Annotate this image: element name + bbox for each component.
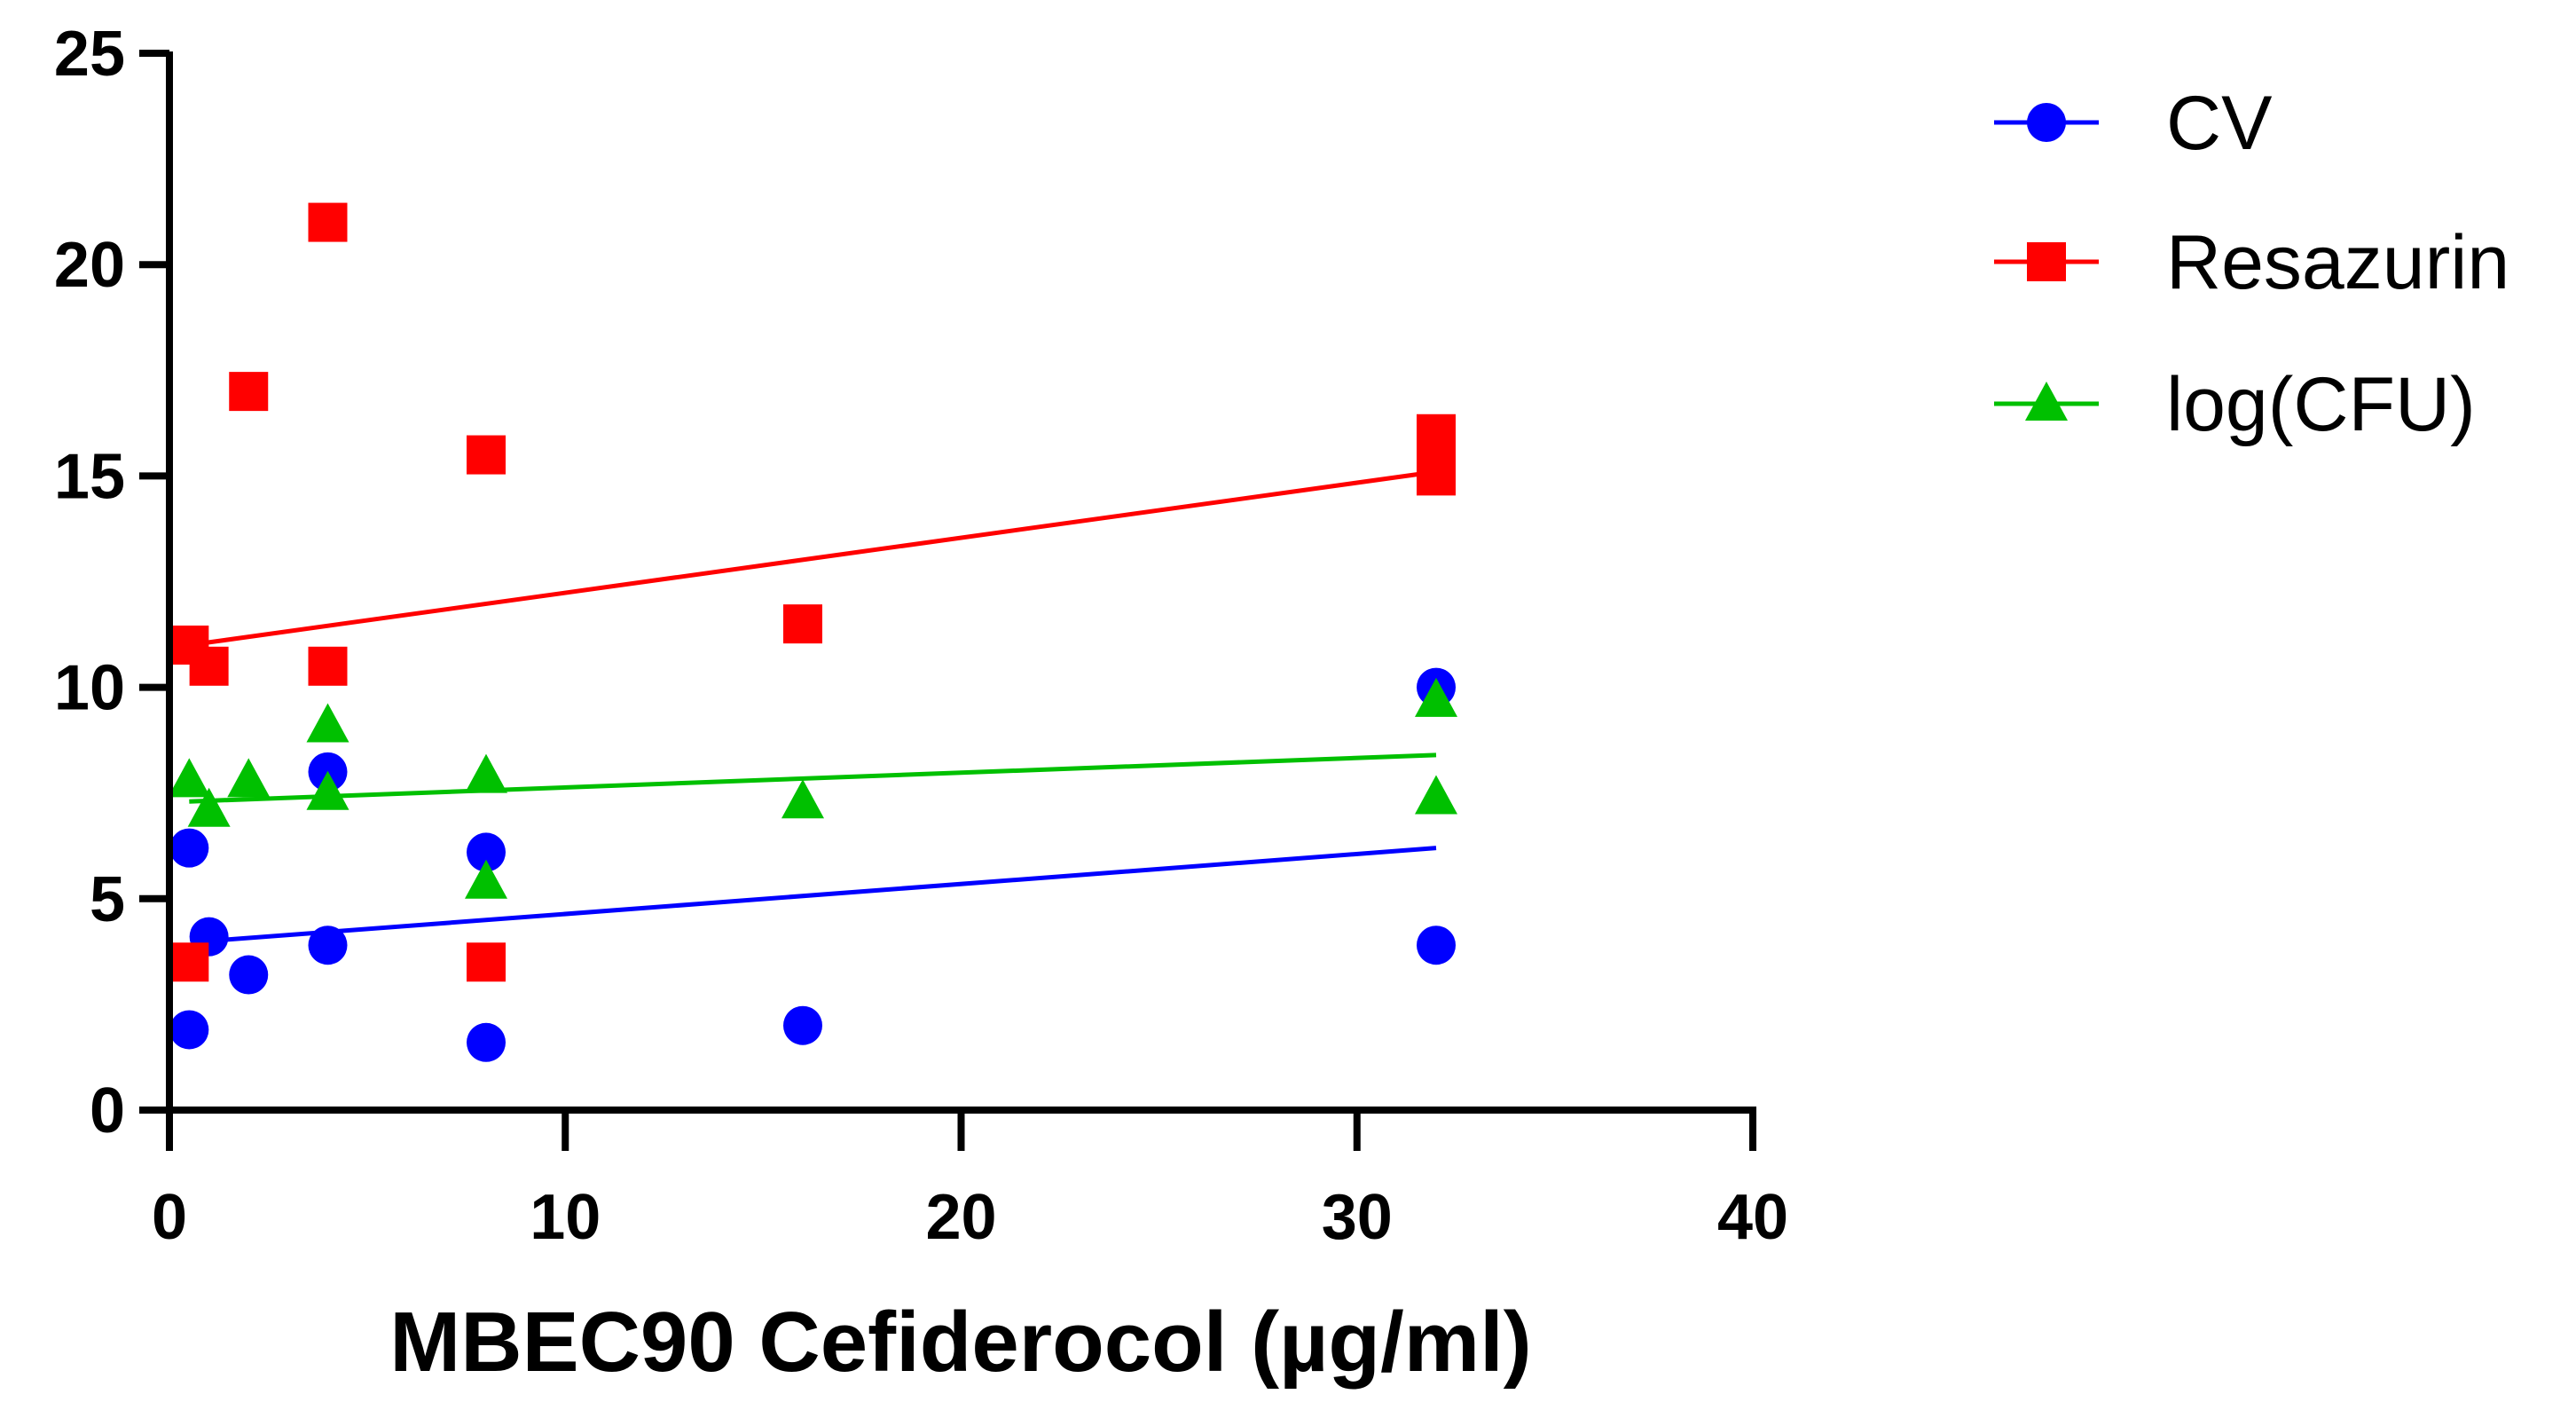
data-point-square	[467, 435, 506, 475]
data-point-circle	[1417, 926, 1456, 965]
data-point-circle	[467, 832, 506, 872]
data-point-triangle	[465, 753, 507, 793]
data-point-square	[783, 604, 822, 644]
axes: 0 5 10 15 20 25 0 10 20 30 40 MBEC90 Cefiderocol (µ…	[54, 19, 1788, 1390]
data-point-circle	[308, 926, 348, 965]
data-point-triangle	[465, 859, 507, 899]
fit-lines	[188, 469, 1437, 943]
legend-label: CV	[2166, 81, 2272, 166]
y-tick-label: 0	[90, 1075, 125, 1146]
legend-marker-circle	[2027, 103, 2066, 142]
data-markers	[168, 202, 1457, 1062]
data-point-square	[1417, 456, 1456, 496]
fit-line-triangle	[189, 752, 1437, 804]
x-tick-label: 10	[530, 1182, 601, 1253]
data-point-circle	[169, 1010, 209, 1050]
y-tick-label: 25	[54, 19, 125, 90]
x-tick-label: 0	[152, 1182, 187, 1253]
data-point-triangle	[168, 758, 211, 798]
data-point-triangle	[1415, 677, 1457, 717]
data-point-square	[308, 202, 348, 242]
data-point-circle	[783, 1005, 822, 1045]
y-tick-label: 20	[54, 230, 125, 301]
y-tick-label: 5	[90, 864, 125, 935]
data-point-square	[189, 646, 229, 686]
data-point-square	[467, 942, 506, 982]
x-tick-label: 20	[925, 1182, 996, 1253]
data-point-triangle	[781, 779, 824, 819]
x-tick-label: 30	[1322, 1182, 1393, 1253]
data-point-triangle	[227, 758, 271, 798]
data-point-square	[169, 942, 209, 982]
x-tick-label: 40	[1717, 1182, 1788, 1253]
legend-label: Resazurin	[2166, 220, 2509, 305]
fit-line-square	[188, 469, 1437, 648]
data-point-circle	[467, 1022, 506, 1062]
data-point-circle	[229, 955, 269, 995]
y-tick-label: 10	[54, 653, 125, 724]
data-point-triangle	[1415, 775, 1457, 815]
y-tick-label: 15	[54, 441, 125, 512]
data-point-square	[229, 372, 269, 412]
data-point-triangle	[306, 770, 349, 810]
fit-line-circle	[208, 846, 1437, 943]
legend-label: log(CFU)	[2166, 362, 2476, 447]
legend-marker-square	[2027, 242, 2066, 281]
data-point-triangle	[306, 703, 349, 743]
data-point-square	[308, 646, 348, 686]
legend-marker-triangle	[2025, 382, 2068, 421]
data-point-triangle	[187, 787, 231, 827]
data-point-circle	[169, 828, 209, 868]
x-axis-title: MBEC90 Cefiderocol (µg/ml)	[389, 1295, 1531, 1390]
legend: CV Resazurin log(CFU)	[1994, 81, 2509, 447]
